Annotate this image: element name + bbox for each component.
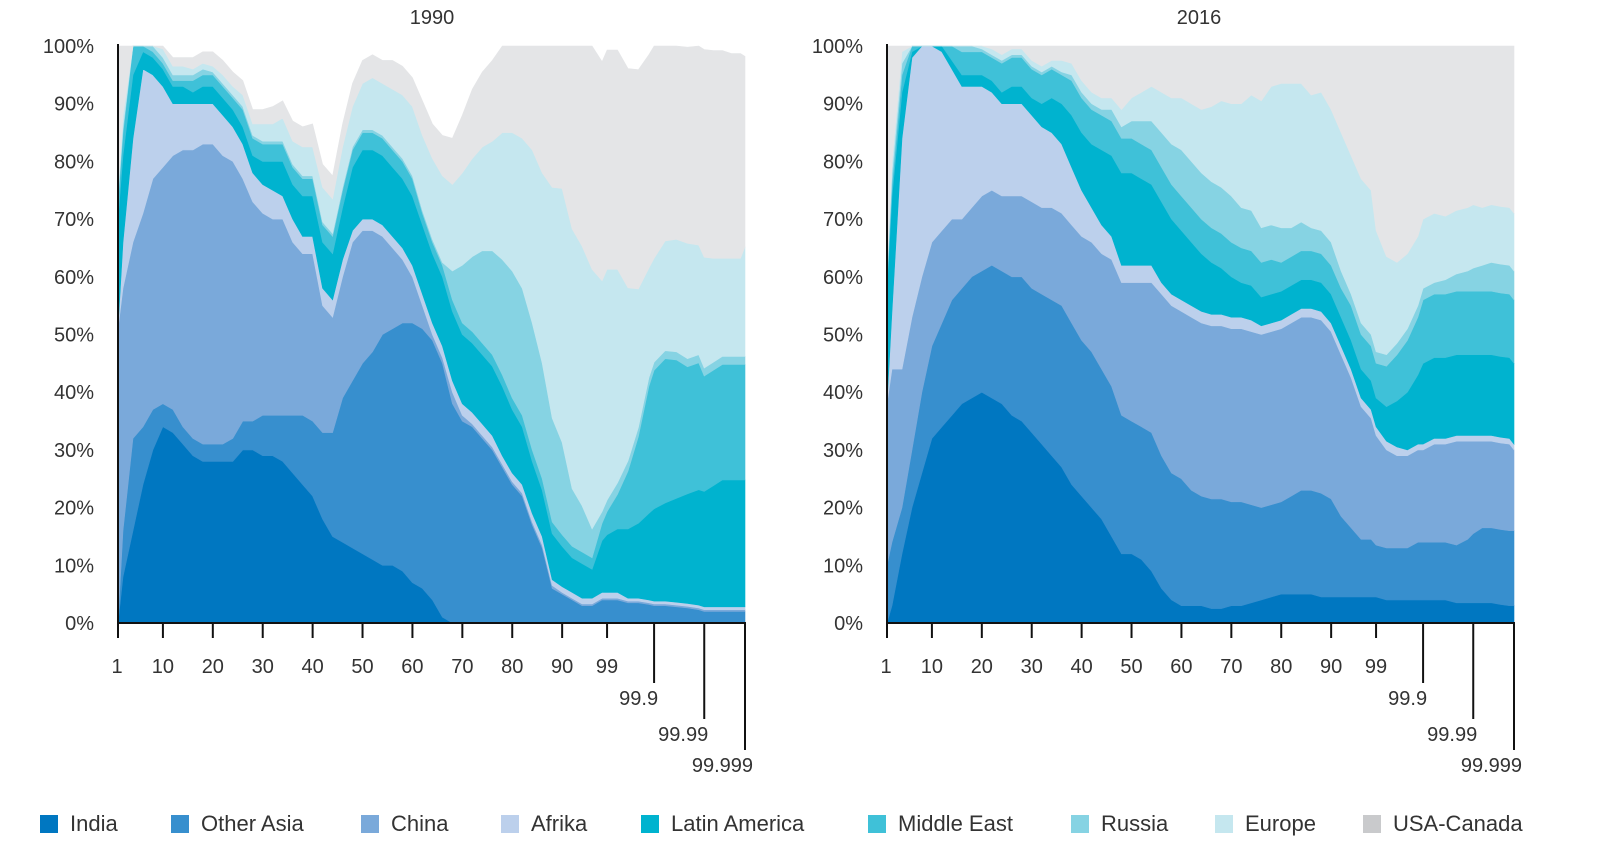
chart-2016: 2016 0% 10% 20% 30% 40% 50% 60% 70% 80% 90% 100% 1 10… — [812, 7, 1522, 777]
x-tick-label: 40 — [1071, 656, 1093, 678]
x-tick-label: 99 — [596, 656, 618, 678]
legend-swatch-afrika — [501, 815, 519, 833]
legend-item-india: India — [40, 806, 118, 842]
x-tick-label: 80 — [501, 656, 523, 678]
y-tick-label: 70% — [823, 209, 863, 231]
y-tick-label: 50% — [54, 325, 94, 347]
y-tick-label: 40% — [54, 382, 94, 404]
y-tick-label: 10% — [54, 555, 94, 577]
legend-label-europe: Europe — [1245, 811, 1316, 836]
legend-swatch-usa-canada — [1363, 815, 1381, 833]
legend-item-russia: Russia — [1071, 806, 1168, 842]
x-tick-label: 20 — [202, 656, 224, 678]
x-tick-label: 50 — [1120, 656, 1142, 678]
legend-item-china: China — [361, 806, 448, 842]
x-tick-label: 99.999 — [1461, 755, 1522, 777]
legend-swatch-middle-east — [868, 815, 886, 833]
legend-swatch-europe — [1215, 815, 1233, 833]
x-tick-label: 90 — [551, 656, 573, 678]
legend-swatch-india — [40, 815, 58, 833]
y-tick-label: 50% — [823, 325, 863, 347]
y-tick-label: 60% — [823, 267, 863, 289]
x-tick-label: 99.99 — [1427, 724, 1477, 746]
x-tick-label: 40 — [302, 656, 324, 678]
area-usa-canada — [886, 45, 1515, 272]
x-tick-label: 50 — [351, 656, 373, 678]
y-tick-label: 100% — [43, 36, 94, 58]
legend-label-afrika: Afrika — [531, 811, 588, 836]
y-tick-label: 20% — [823, 498, 863, 520]
legend-label-usa-canada: USA-Canada — [1393, 811, 1523, 836]
legend-label-middle-east: Middle East — [898, 811, 1013, 836]
legend: India Other Asia China Afrika Latin Amer… — [0, 806, 1603, 846]
y-tick-label: 40% — [823, 382, 863, 404]
x-tick-label: 99.999 — [692, 755, 753, 777]
y-tick-label: 70% — [54, 209, 94, 231]
x-tick-label: 99.99 — [658, 724, 708, 746]
legend-item-europe: Europe — [1215, 806, 1316, 842]
x-tick-label: 60 — [1170, 656, 1192, 678]
x-tick-label: 1 — [111, 656, 122, 678]
y-tick-label: 90% — [54, 94, 94, 116]
legend-swatch-russia — [1071, 815, 1089, 833]
area-usa-canada — [117, 45, 746, 290]
legend-swatch-other-asia — [171, 815, 189, 833]
chart-title: 2016 — [1177, 7, 1222, 29]
x-tick-label: 1 — [880, 656, 891, 678]
y-tick-label: 20% — [54, 498, 94, 520]
y-tick-label: 10% — [823, 555, 863, 577]
legend-item-usa-canada: USA-Canada — [1363, 806, 1523, 842]
x-tick-label: 99 — [1365, 656, 1387, 678]
y-tick-label: 60% — [54, 267, 94, 289]
legend-label-russia: Russia — [1101, 811, 1169, 836]
legend-item-other-asia: Other Asia — [171, 806, 304, 842]
x-tick-label: 30 — [1021, 656, 1043, 678]
y-tick-label: 0% — [834, 613, 863, 635]
y-tick-label: 80% — [823, 151, 863, 173]
legend-swatch-china — [361, 815, 379, 833]
x-tick-label: 90 — [1320, 656, 1342, 678]
x-tick-label: 10 — [152, 656, 174, 678]
legend-label-other-asia: Other Asia — [201, 811, 304, 836]
x-tick-label: 10 — [921, 656, 943, 678]
legend-label-latin-america: Latin America — [671, 811, 805, 836]
x-tick-label: 80 — [1270, 656, 1292, 678]
legend-label-china: China — [391, 811, 449, 836]
y-tick-label: 30% — [54, 440, 94, 462]
x-tick-label: 99.9 — [1388, 688, 1427, 710]
x-tick-label: 70 — [451, 656, 473, 678]
y-tick-label: 30% — [823, 440, 863, 462]
y-tick-label: 80% — [54, 151, 94, 173]
legend-item-middle-east: Middle East — [868, 806, 1013, 842]
legend-swatch-latin-america — [641, 815, 659, 833]
y-tick-label: 0% — [65, 613, 94, 635]
x-tick-label: 60 — [401, 656, 423, 678]
x-tick-label: 70 — [1220, 656, 1242, 678]
chart-title: 1990 — [410, 7, 455, 29]
legend-item-latin-america: Latin America — [641, 806, 804, 842]
legend-item-afrika: Afrika — [501, 806, 587, 842]
x-tick-label: 20 — [971, 656, 993, 678]
y-tick-label: 90% — [823, 94, 863, 116]
y-tick-label: 100% — [812, 36, 863, 58]
x-tick-label: 99.9 — [619, 688, 658, 710]
chart-1990: 1990 0% 10% 20% 30% 40% 50% 60% 70% 80% 90% 100% 1 10… — [43, 7, 753, 777]
legend-label-india: India — [70, 811, 118, 836]
x-tick-label: 30 — [252, 656, 274, 678]
